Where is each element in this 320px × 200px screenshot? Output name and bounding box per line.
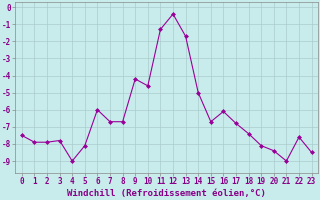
X-axis label: Windchill (Refroidissement éolien,°C): Windchill (Refroidissement éolien,°C) bbox=[67, 189, 266, 198]
